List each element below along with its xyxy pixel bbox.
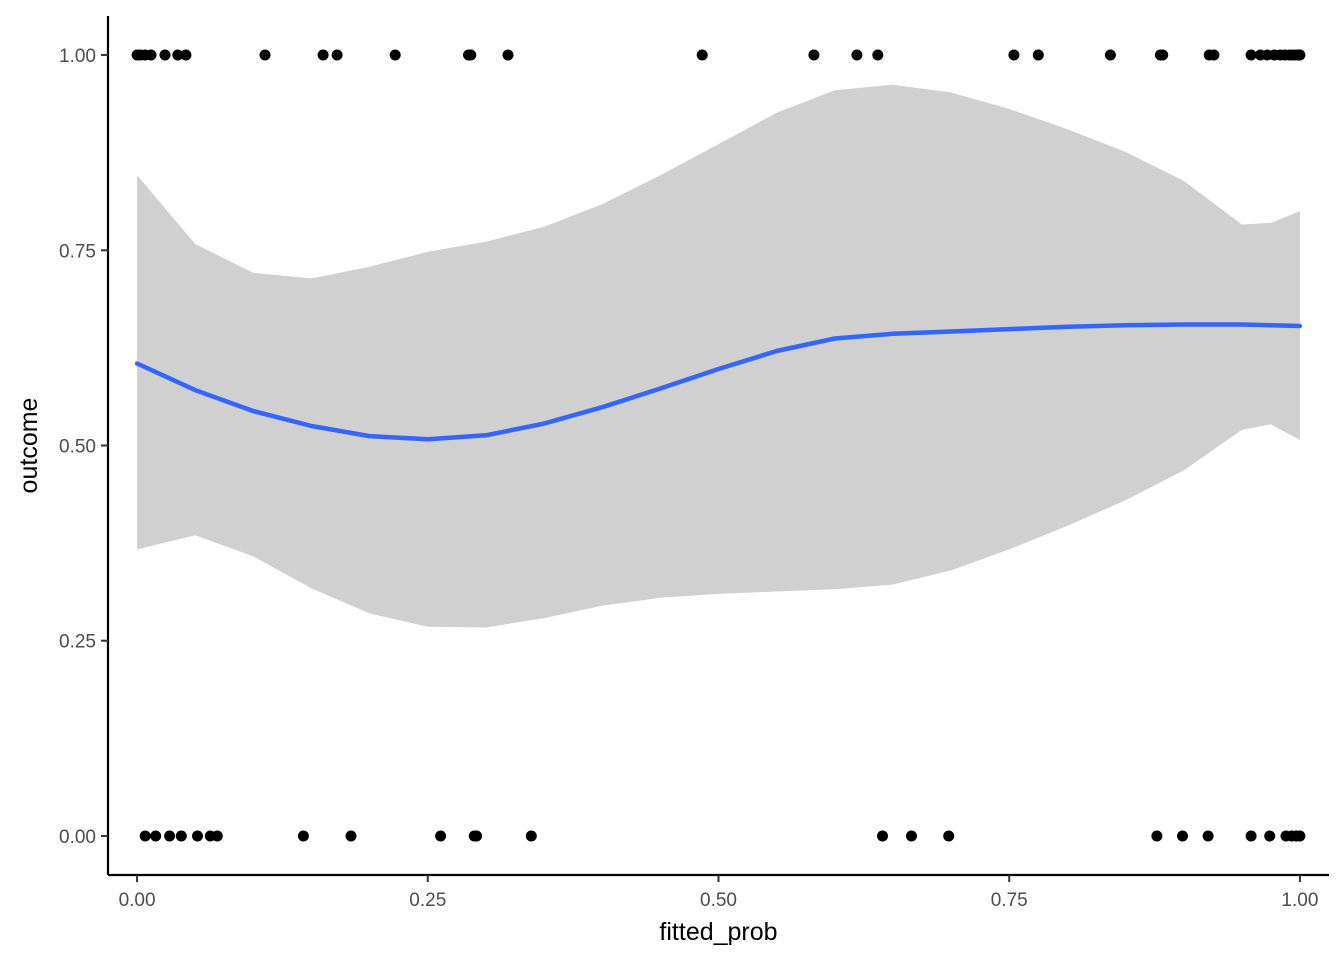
data-point bbox=[1032, 49, 1044, 61]
data-point bbox=[808, 49, 820, 61]
x-tick-label: 1.00 bbox=[1281, 890, 1318, 911]
data-point bbox=[1245, 49, 1257, 61]
y-tick-label: 1.00 bbox=[59, 46, 96, 67]
data-point bbox=[1008, 49, 1020, 61]
data-point bbox=[1264, 830, 1276, 842]
x-axis-title: fitted_prob bbox=[659, 918, 777, 946]
x-axis-ticks: 0.00 0.25 0.50 0.75 1.00 bbox=[119, 875, 1318, 911]
data-point bbox=[1208, 49, 1220, 61]
x-tick-label: 0.75 bbox=[991, 890, 1028, 911]
data-point bbox=[259, 49, 271, 61]
data-point bbox=[696, 49, 708, 61]
data-point bbox=[906, 830, 917, 842]
data-point bbox=[317, 49, 329, 61]
data-point bbox=[297, 830, 309, 842]
data-point bbox=[435, 830, 447, 842]
data-point bbox=[471, 830, 483, 842]
points-layer bbox=[131, 49, 1306, 842]
data-point bbox=[175, 830, 187, 842]
x-tick-label: 0.25 bbox=[409, 890, 446, 911]
y-axis-ticks: 0.00 0.25 0.50 0.75 1.00 bbox=[59, 46, 108, 848]
data-point bbox=[502, 49, 514, 61]
data-point bbox=[1202, 830, 1214, 842]
y-tick-label: 0.75 bbox=[59, 241, 96, 262]
data-point bbox=[345, 830, 357, 842]
data-point bbox=[139, 830, 151, 842]
data-point bbox=[164, 830, 176, 842]
data-point bbox=[1294, 830, 1306, 842]
data-point bbox=[872, 49, 884, 61]
data-point bbox=[145, 49, 157, 61]
x-tick-label: 0.00 bbox=[119, 890, 156, 911]
data-point bbox=[877, 830, 888, 842]
data-point bbox=[1151, 830, 1163, 842]
data-point bbox=[1104, 49, 1116, 61]
data-point bbox=[525, 830, 537, 842]
data-point bbox=[211, 830, 223, 842]
data-point bbox=[192, 830, 203, 842]
data-point bbox=[150, 830, 162, 842]
y-tick-label: 0.00 bbox=[59, 827, 96, 848]
data-point bbox=[851, 49, 863, 61]
data-point bbox=[180, 49, 192, 61]
data-point bbox=[1245, 830, 1257, 842]
data-point bbox=[159, 49, 171, 61]
y-axis-title: outcome bbox=[15, 398, 43, 494]
data-point bbox=[943, 830, 955, 842]
smooth-line bbox=[134, 322, 1303, 442]
data-point bbox=[1294, 49, 1306, 61]
data-point bbox=[389, 49, 401, 61]
y-tick-label: 0.50 bbox=[59, 437, 96, 458]
x-tick-label: 0.50 bbox=[700, 890, 737, 911]
data-point bbox=[331, 49, 343, 61]
data-point bbox=[1177, 830, 1188, 842]
y-tick-label: 0.25 bbox=[59, 632, 96, 653]
confidence-ribbon bbox=[137, 84, 1300, 628]
data-point bbox=[172, 49, 184, 61]
data-point bbox=[465, 49, 477, 61]
data-point bbox=[1157, 49, 1169, 61]
